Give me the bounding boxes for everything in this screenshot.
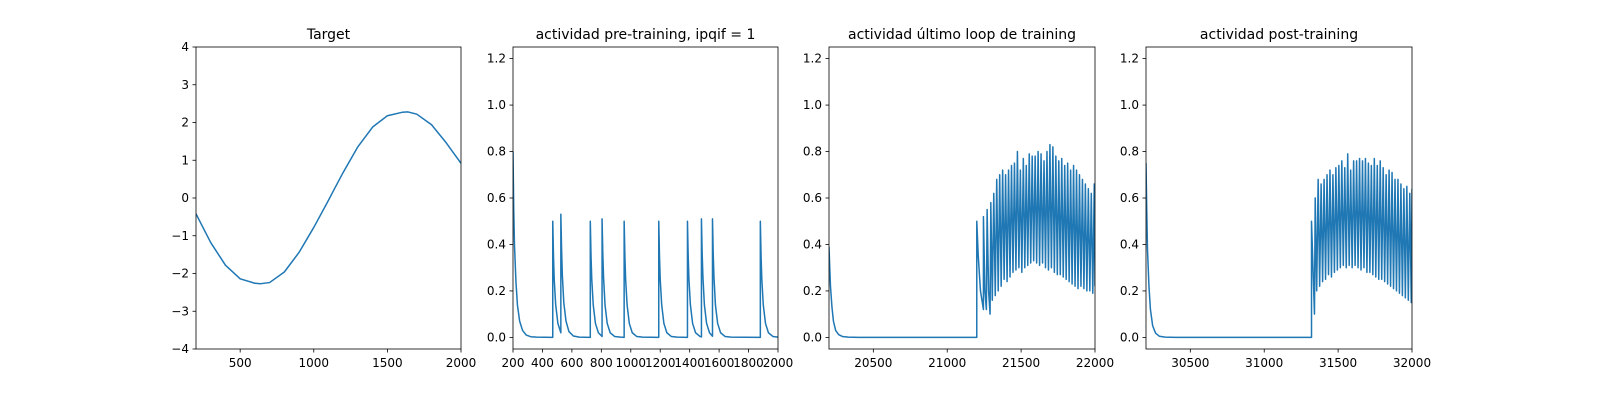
x-tick-label-3: 21500 (1002, 356, 1040, 370)
subplot-3: 20500 21000 21500 22000 0.0 0.2 0.4 0.6 0.8 1.0 1.… (803, 27, 1114, 370)
y-tick-label-1: −4 (171, 342, 189, 356)
y-tick-label-3: 0.2 (803, 284, 822, 298)
y-tick-label-2: 0.0 (487, 330, 506, 344)
x-tick-label-2: 1000 (616, 356, 647, 370)
series-line-4-1 (1146, 153, 1412, 339)
y-tick-label-3: 1.2 (803, 52, 822, 66)
x-tick-label-4: 30500 (1171, 356, 1209, 370)
y-tick-label-2: 1.2 (487, 52, 506, 66)
y-tick-label-1: 1 (181, 153, 189, 167)
y-tick-label-4: 0.0 (1120, 330, 1139, 344)
y-tick-label-3: 0.8 (803, 145, 822, 159)
chart-title-3: actividad último loop de training (848, 27, 1076, 43)
x-tick-label-2: 2000 (763, 356, 794, 370)
x-tick-label-3: 22000 (1076, 356, 1114, 370)
x-tick-label-1: 2000 (446, 356, 477, 370)
x-tick-label-3: 20500 (854, 356, 892, 370)
y-tick-label-2: 0.6 (487, 191, 506, 205)
x-tick-label-2: 800 (590, 356, 613, 370)
chart-title-1: Target (306, 27, 351, 43)
y-tick-label-1: 0 (181, 191, 189, 205)
x-tick-label-2: 1200 (645, 356, 676, 370)
x-tick-label-1: 1000 (299, 356, 330, 370)
y-tick-label-1: 4 (181, 40, 189, 54)
y-tick-label-1: 3 (181, 78, 189, 92)
y-tick-label-1: −2 (171, 267, 189, 281)
y-tick-label-1: −3 (171, 304, 189, 318)
y-tick-label-4: 0.6 (1120, 191, 1139, 205)
y-tick-label-3: 0.6 (803, 191, 822, 205)
y-tick-label-4: 0.4 (1120, 237, 1139, 251)
x-tick-label-4: 31000 (1245, 356, 1283, 370)
x-tick-label-2: 1800 (733, 356, 764, 370)
y-tick-label-3: 1.0 (803, 98, 822, 112)
series-line-2-1 (513, 151, 778, 339)
x-tick-label-2: 600 (560, 356, 583, 370)
axes-frame-1 (195, 46, 462, 350)
y-tick-label-4: 1.2 (1120, 52, 1139, 66)
x-tick-label-4: 31500 (1319, 356, 1357, 370)
x-tick-label-1: 1500 (372, 356, 403, 370)
y-tick-label-4: 0.2 (1120, 284, 1139, 298)
x-tick-label-3: 21000 (928, 356, 966, 370)
x-tick-label-4: 32000 (1393, 356, 1431, 370)
y-tick-label-2: 1.0 (487, 98, 506, 112)
y-tick-label-2: 0.2 (487, 284, 506, 298)
x-tick-label-2: 400 (531, 356, 554, 370)
x-tick-label-2: 1400 (674, 356, 705, 370)
y-tick-label-3: 0.4 (803, 237, 822, 251)
series-line-3-1 (829, 143, 1095, 339)
y-tick-label-1: 2 (181, 116, 189, 130)
y-tick-label-3: 0.0 (803, 330, 822, 344)
y-tick-label-2: 0.8 (487, 145, 506, 159)
y-tick-label-4: 0.8 (1120, 145, 1139, 159)
subplot-1: 500 1000 1500 2000 −4 −3 −2 −1 0 1 2 3 4 Target (171, 27, 476, 370)
subplot-4: 30500 31000 31500 32000 0.0 0.2 0.4 0.6 0.8 1.0 1.… (1120, 27, 1431, 370)
x-tick-label-2: 200 (502, 356, 525, 370)
x-tick-label-2: 1600 (704, 356, 735, 370)
x-tick-label-1: 500 (229, 356, 252, 370)
series-line-1-1 (196, 111, 461, 285)
y-tick-label-1: −1 (171, 229, 189, 243)
y-tick-label-4: 1.0 (1120, 98, 1139, 112)
chart-title-2: actividad pre-training, ipqif = 1 (536, 27, 756, 43)
chart-title-4: actividad post-training (1200, 27, 1358, 43)
y-tick-label-2: 0.4 (487, 237, 506, 251)
